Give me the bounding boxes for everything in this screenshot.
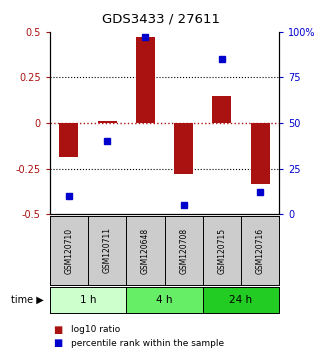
Bar — [98, 121, 117, 123]
Bar — [136, 37, 155, 123]
Text: GSM120710: GSM120710 — [65, 227, 74, 274]
Text: GSM120716: GSM120716 — [256, 227, 265, 274]
Text: GSM120711: GSM120711 — [103, 228, 112, 273]
Text: 4 h: 4 h — [156, 295, 173, 305]
Text: 24 h: 24 h — [230, 295, 253, 305]
Text: 1 h: 1 h — [80, 295, 96, 305]
Bar — [174, 123, 193, 174]
Text: time ▶: time ▶ — [11, 295, 43, 305]
Text: GSM120708: GSM120708 — [179, 227, 188, 274]
Text: GSM120715: GSM120715 — [217, 227, 226, 274]
Text: ■: ■ — [53, 338, 62, 348]
Bar — [212, 96, 231, 123]
Text: percentile rank within the sample: percentile rank within the sample — [71, 339, 224, 348]
Bar — [59, 123, 78, 157]
Text: GDS3433 / 27611: GDS3433 / 27611 — [101, 12, 220, 25]
Bar — [251, 123, 270, 184]
Text: log10 ratio: log10 ratio — [71, 325, 120, 335]
Text: GSM120648: GSM120648 — [141, 227, 150, 274]
Text: ■: ■ — [53, 325, 62, 335]
